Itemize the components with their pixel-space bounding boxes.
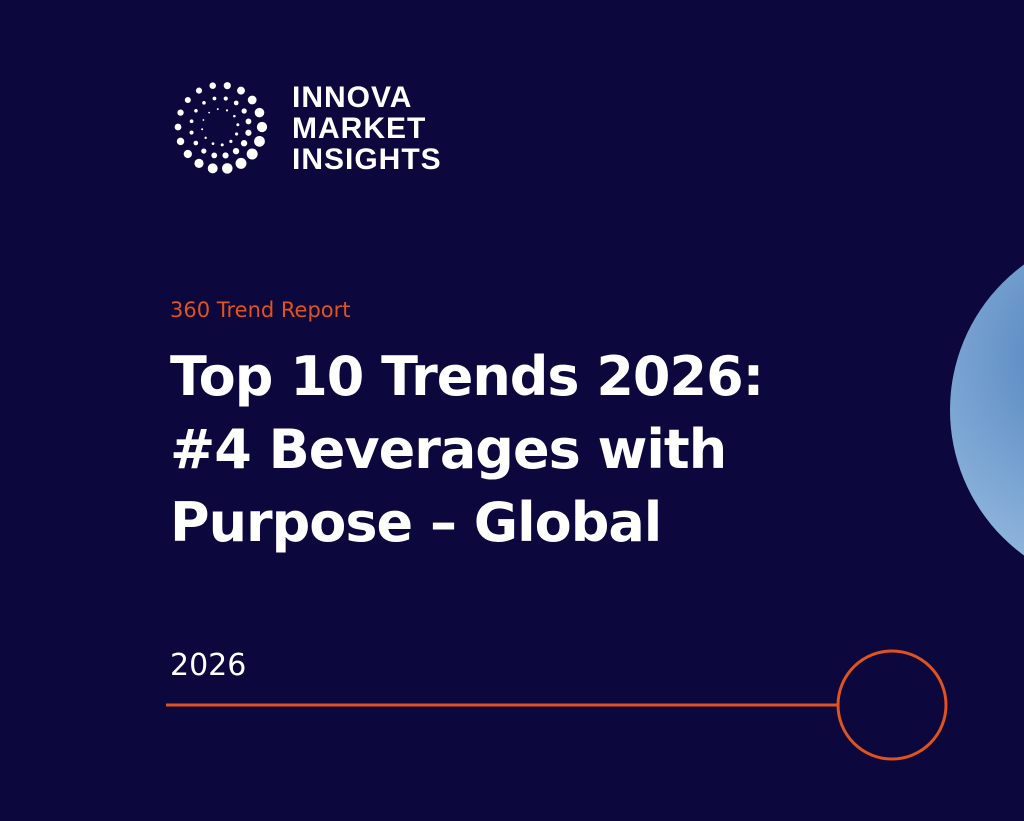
logo-dot — [223, 82, 231, 90]
logo-dot — [232, 147, 240, 155]
logo-dot — [174, 123, 182, 131]
logo-dot — [234, 132, 239, 136]
logo-dot — [225, 109, 229, 112]
logo-dot — [211, 152, 218, 159]
logo-dot — [201, 128, 204, 131]
logo-dot — [201, 148, 207, 154]
logo-dot — [222, 163, 233, 174]
logo-dot — [254, 135, 265, 147]
logo-dot — [202, 101, 206, 105]
title-line: Purpose – Global — [170, 491, 662, 554]
logo-dot — [195, 87, 203, 94]
title: Top 10 Trends 2026: #4 Beverages with Pu… — [170, 340, 764, 559]
logo-dot — [256, 121, 268, 133]
logo-dot — [233, 100, 239, 106]
logo-dot — [202, 119, 205, 121]
logo-dot — [211, 142, 215, 145]
logo-dot — [189, 130, 194, 135]
logo-dot — [194, 158, 204, 168]
logo-dot — [235, 157, 247, 169]
date: 2026 — [170, 648, 247, 683]
logo-dot — [241, 108, 247, 114]
logo-dot — [245, 118, 252, 125]
logo-dot — [220, 143, 224, 147]
ring — [836, 649, 948, 761]
logo-dot — [247, 95, 257, 105]
logo-mark — [174, 82, 268, 174]
logo-dot — [204, 136, 207, 140]
logo-line: INSIGHTS — [292, 143, 442, 176]
logo-dot — [233, 114, 236, 118]
title-line: Top 10 Trends 2026: — [170, 345, 764, 408]
logo-dot — [236, 123, 240, 127]
logo-dot — [246, 148, 258, 160]
logo-dot — [194, 109, 198, 113]
logo-dot — [189, 119, 194, 124]
logo-dot — [254, 107, 265, 118]
logo-dot — [177, 109, 184, 116]
logo-dot — [193, 140, 199, 146]
logo-dot — [212, 96, 217, 101]
logo-dot — [208, 111, 211, 114]
logo-dot — [209, 82, 216, 89]
logo-dot — [240, 140, 248, 147]
logo-line: MARKET — [292, 112, 427, 145]
logo-dot — [176, 137, 185, 146]
logo-dot — [183, 149, 192, 159]
logo-line: INNOVA — [292, 81, 413, 114]
logo-dot — [207, 163, 218, 174]
logo-dot — [184, 96, 191, 104]
logo-dot — [237, 86, 245, 95]
logo-dot — [216, 108, 219, 111]
logo-text: INNOVA MARKET INSIGHTS — [292, 82, 442, 175]
kicker: 360 Trend Report — [170, 298, 351, 322]
logo-dot — [229, 139, 233, 143]
title-line: #4 Beverages with — [170, 418, 727, 481]
logo-dot — [245, 129, 252, 136]
logo-dot — [223, 96, 228, 101]
logo-dot — [222, 152, 229, 159]
globe — [950, 264, 1024, 556]
